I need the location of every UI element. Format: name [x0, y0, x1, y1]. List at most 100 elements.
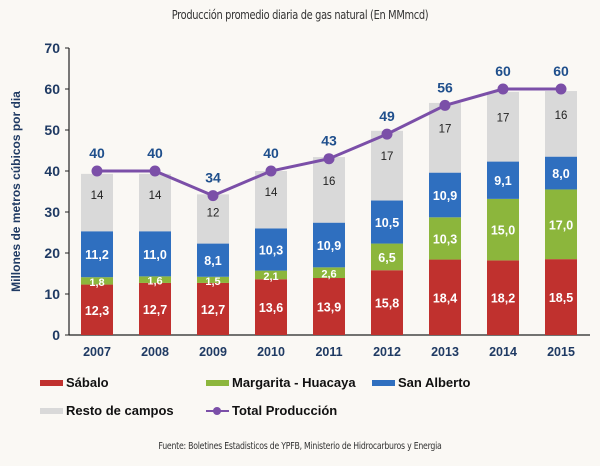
bar-data-label: 13,6: [259, 301, 283, 315]
x-tick-label: 2014: [489, 345, 517, 359]
legend-swatch-sabalo: [40, 379, 63, 386]
bar-segment: [429, 259, 461, 335]
bar-segment: [139, 276, 171, 283]
bar-data-label: 8,0: [552, 167, 569, 181]
legend-label: Sábalo: [66, 375, 109, 390]
y-tick-label: 20: [44, 245, 60, 261]
legend-item-san-alberto: San Alberto: [372, 375, 470, 390]
x-tick-label: 2015: [547, 345, 575, 359]
total-line-point: [149, 165, 161, 177]
bar-segment: [197, 276, 229, 283]
legend-item-margarita: Margarita - Huacaya: [206, 375, 356, 390]
bar-segment: [545, 156, 577, 190]
bar-segment: [371, 200, 403, 244]
bar-data-label: 10,5: [375, 216, 399, 230]
bar-data-label: 11,0: [143, 248, 167, 262]
total-data-label: 60: [553, 63, 569, 79]
bar-data-label: 10,3: [433, 232, 457, 246]
bar-segment: [81, 173, 113, 232]
bar-data-label: 8,1: [204, 254, 221, 268]
bar-data-label: 14: [91, 190, 104, 202]
y-tick-label: 0: [52, 327, 60, 343]
bar-data-label: 12,3: [85, 304, 109, 318]
bar-segment: [139, 282, 171, 335]
y-tick-label: 70: [44, 40, 60, 56]
total-data-label: 40: [89, 145, 105, 161]
bar-segment: [81, 277, 113, 285]
bar-data-label: 10,9: [433, 189, 457, 203]
bar-segment: [313, 157, 345, 223]
y-axis-title: Millones de metros cúbicos por dia: [9, 91, 23, 292]
y-tick-label: 40: [44, 163, 60, 179]
legend-line-marker-icon: [206, 406, 229, 416]
y-tick-label: 30: [44, 204, 60, 220]
bar-segment: [487, 91, 519, 162]
legend-label: Resto de campos: [66, 403, 174, 418]
bar-data-label: 16: [555, 110, 568, 122]
bar-segment: [197, 243, 229, 277]
bar-segment: [545, 189, 577, 260]
x-tick-label: 2009: [199, 345, 227, 359]
bar-segment: [487, 260, 519, 335]
bar-data-label: 17: [497, 112, 510, 124]
bar-data-label: 14: [149, 190, 162, 202]
x-tick-label: 2010: [257, 345, 285, 359]
bar-data-label: 2,1: [263, 271, 278, 283]
source-note: Fuente: Boletines Estadisticos de YPFB, …: [158, 441, 442, 452]
bar-segment: [313, 222, 345, 268]
bar-data-label: 15,8: [375, 297, 399, 311]
bar-segment: [255, 228, 287, 271]
total-data-label: 49: [379, 108, 395, 124]
y-tick-label: 60: [44, 81, 60, 97]
bar-segment: [429, 217, 461, 260]
bar-segment: [139, 173, 171, 232]
bar-data-label: 12,7: [143, 303, 167, 317]
bar-segment: [429, 172, 461, 218]
bar-segment: [81, 284, 113, 335]
bar-data-label: 1,5: [205, 276, 220, 288]
total-line-point: [207, 190, 219, 202]
bar-data-label: 18,4: [433, 291, 457, 305]
x-tick-label: 2013: [431, 345, 459, 359]
x-tick-label: 2012: [373, 345, 401, 359]
legend-label: Margarita - Huacaya: [232, 375, 356, 390]
bar-data-label: 1,6: [147, 276, 162, 288]
legend-item-sabalo: Sábalo: [40, 375, 109, 390]
legend-swatch-margarita: [206, 379, 229, 386]
total-data-label: 60: [495, 63, 511, 79]
total-line-point: [381, 128, 393, 140]
total-line-point: [439, 99, 451, 111]
bar-data-label: 2,6: [321, 269, 336, 281]
bar-segment: [545, 259, 577, 335]
total-line-point: [323, 153, 335, 165]
bar-data-label: 14: [265, 187, 278, 199]
chart-title: Producción promedio diaria de gas natura…: [171, 8, 429, 22]
bar-segment: [371, 270, 403, 335]
bar-segment: [197, 194, 229, 244]
bar-segment: [545, 91, 577, 157]
total-data-label: 40: [263, 145, 279, 161]
bar-data-label: 10,9: [317, 239, 341, 253]
bar-segment: [313, 267, 345, 279]
bar-segment: [255, 270, 287, 280]
bar-data-label: 11,2: [85, 248, 109, 262]
total-line-point: [91, 165, 103, 177]
total-data-label: 34: [205, 170, 221, 186]
bar-segment: [197, 282, 229, 335]
bar-segment: [487, 198, 519, 261]
bar-data-label: 12,7: [201, 303, 225, 317]
bars: 12,3 1,8 11,2 14 12,7 1,6 11,0 14 12,7 1,5 8,1 12 13…: [81, 91, 577, 335]
total-line-point: [555, 83, 567, 95]
total-line: 40 40 34 40 43 49 56 60 60: [89, 63, 569, 202]
bar-data-label: 15,0: [491, 224, 515, 238]
total-data-label: 56: [437, 79, 453, 95]
bar-data-label: 17: [381, 151, 394, 163]
bar-data-label: 10,3: [259, 244, 283, 258]
bar-data-label: 13,9: [317, 301, 341, 315]
y-tick-label: 10: [44, 286, 60, 302]
legend-item-total: Total Producción: [206, 403, 337, 418]
bar-segment: [255, 279, 287, 335]
bar-data-label: 1,8: [89, 277, 104, 289]
bar-data-label: 12: [207, 208, 220, 220]
